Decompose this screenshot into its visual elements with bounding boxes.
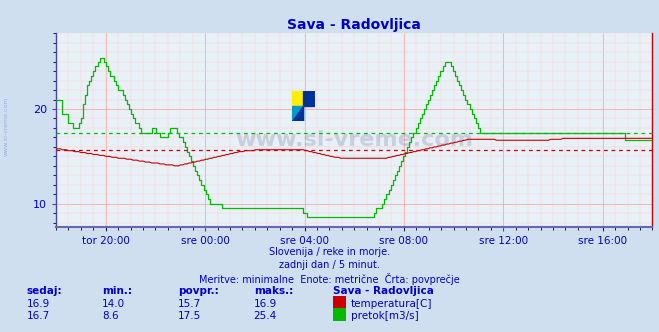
Text: pretok[m3/s]: pretok[m3/s]: [351, 311, 418, 321]
Text: 16.9: 16.9: [254, 299, 277, 309]
Text: www.si-vreme.com: www.si-vreme.com: [235, 130, 473, 150]
Polygon shape: [291, 106, 303, 121]
Text: 16.7: 16.7: [26, 311, 49, 321]
Text: 17.5: 17.5: [178, 311, 201, 321]
Text: min.:: min.:: [102, 286, 132, 296]
Text: 8.6: 8.6: [102, 311, 119, 321]
Text: 25.4: 25.4: [254, 311, 277, 321]
Text: 15.7: 15.7: [178, 299, 201, 309]
Bar: [303, 91, 314, 106]
Text: povpr.:: povpr.:: [178, 286, 219, 296]
Text: 16.9: 16.9: [26, 299, 49, 309]
Text: 14.0: 14.0: [102, 299, 125, 309]
Text: Slovenija / reke in morje.: Slovenija / reke in morje.: [269, 247, 390, 257]
Text: Sava - Radovljica: Sava - Radovljica: [333, 286, 434, 296]
Text: www.si-vreme.com: www.si-vreme.com: [4, 96, 9, 156]
Title: Sava - Radovljica: Sava - Radovljica: [287, 18, 421, 32]
Polygon shape: [291, 106, 303, 121]
Text: temperatura[C]: temperatura[C]: [351, 299, 432, 309]
Text: Meritve: minimalne  Enote: metrične  Črta: povprečje: Meritve: minimalne Enote: metrične Črta:…: [199, 273, 460, 285]
Bar: [291, 91, 303, 106]
Text: maks.:: maks.:: [254, 286, 293, 296]
Text: sedaj:: sedaj:: [26, 286, 62, 296]
Text: zadnji dan / 5 minut.: zadnji dan / 5 minut.: [279, 260, 380, 270]
